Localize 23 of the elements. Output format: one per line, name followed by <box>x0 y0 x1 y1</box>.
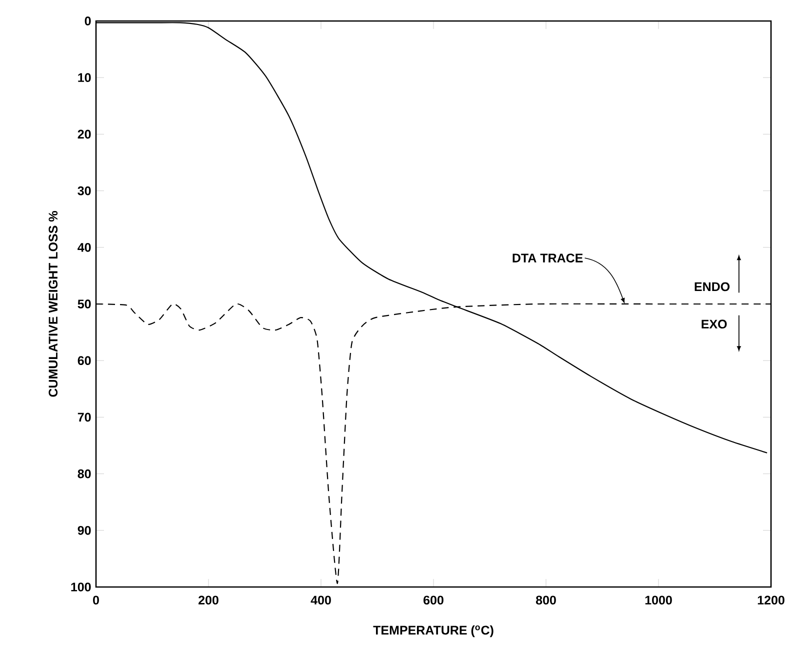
y-tick-label: 40 <box>78 242 91 252</box>
y-tick-label: 30 <box>78 186 91 196</box>
y-tick-label: 50 <box>78 300 91 308</box>
y-tick-label: 80 <box>78 469 91 478</box>
y-tick-label: 60 <box>78 356 91 366</box>
y-axis-title: CUMULATIVE WEIGHT LOSS % <box>48 211 58 397</box>
annotation: EXO <box>702 320 727 329</box>
x-tick-label: 200 <box>198 596 218 605</box>
y-tick-label: 70 <box>78 412 91 422</box>
x-axis-title: TEMPERATURE ($^{o}$C) <box>373 625 494 638</box>
x-tick-label: 0 <box>93 596 99 605</box>
x-tick-label: 400 <box>310 596 331 605</box>
y-tick-label: 0 <box>84 16 91 26</box>
annotation: ENDO <box>694 282 730 292</box>
y-tick-label: 20 <box>78 130 91 139</box>
annotation: DTA TRACE <box>512 254 583 262</box>
x-tick-label: 1200 <box>758 596 784 605</box>
y-tick-label: 10 <box>78 73 91 82</box>
x-tick-label: 600 <box>424 596 444 605</box>
x-tick-label: 800 <box>536 596 556 605</box>
y-tick-label: 100 <box>71 582 91 592</box>
y-tick-label: 90 <box>78 526 91 535</box>
x-tick-label: 1000 <box>645 596 672 605</box>
